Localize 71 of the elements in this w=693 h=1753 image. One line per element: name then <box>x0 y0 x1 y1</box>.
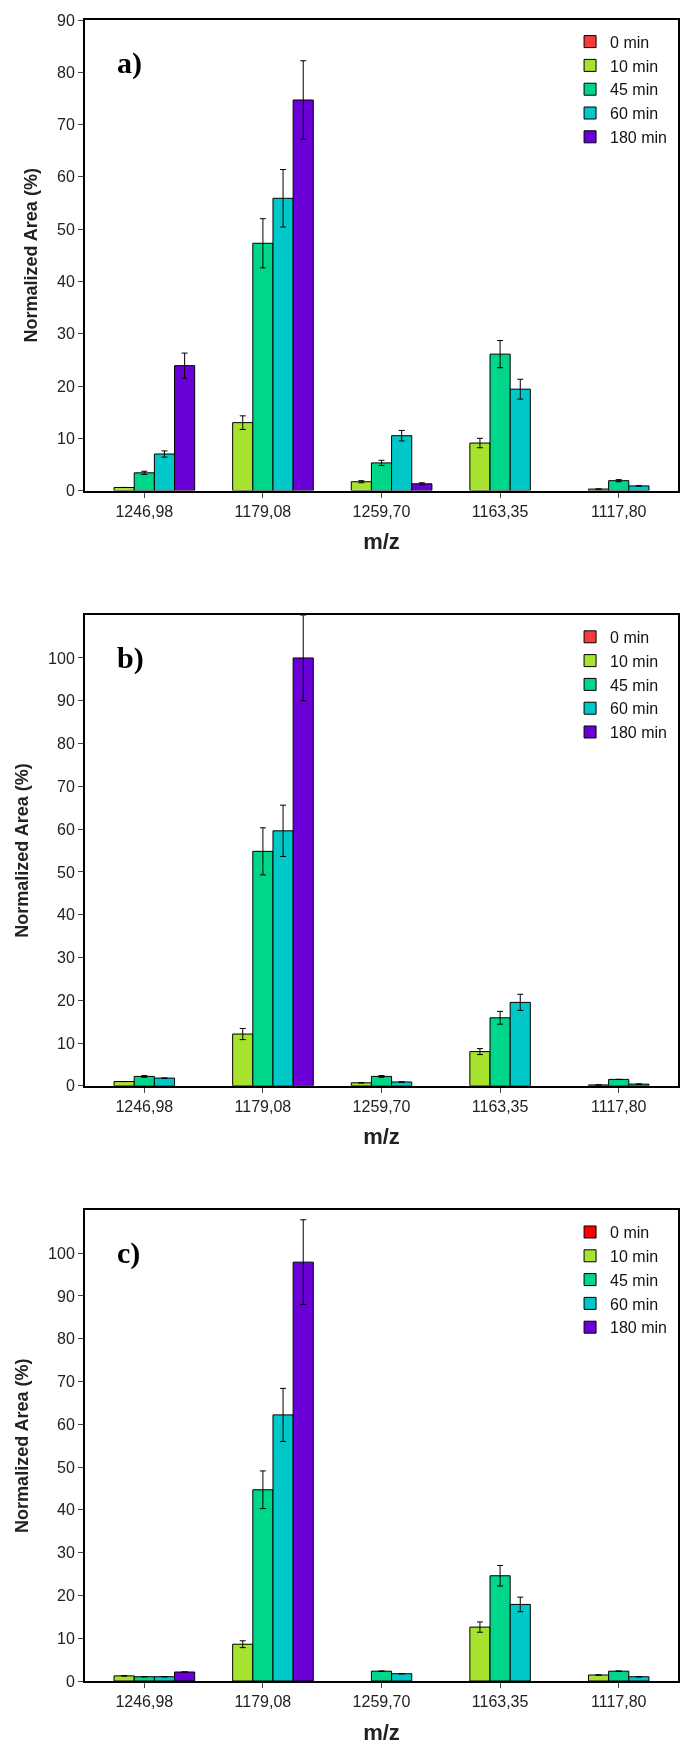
y-tick-label: 70 <box>57 1373 75 1391</box>
y-tick-label: 80 <box>57 1330 75 1348</box>
y-axis-title: Normalized Area (%) <box>20 168 41 343</box>
legend-label: 45 min <box>610 676 659 694</box>
y-tick-label: 20 <box>57 991 75 1009</box>
legend-label: 0 min <box>610 33 650 51</box>
legend-label: 180 min <box>610 1319 667 1337</box>
annotation: b) <box>117 641 144 675</box>
y-tick-label: 80 <box>57 735 75 753</box>
y-tick-label: 10 <box>57 1629 75 1647</box>
x-tick-label: 1259,70 <box>352 502 411 520</box>
y-tick-label: 70 <box>57 777 75 795</box>
annotation: a) <box>117 46 142 80</box>
y-tick-label: 80 <box>57 63 75 81</box>
y-axis-title: Normalized Area (%) <box>11 763 32 938</box>
y-tick-label: 100 <box>48 1244 75 1262</box>
y-tick-label: 0 <box>65 1672 75 1690</box>
y-tick-label: 0 <box>65 1077 75 1095</box>
x-tick-label: 1259,70 <box>352 1098 411 1116</box>
y-tick-label: 20 <box>57 377 75 395</box>
y-tick-label: 70 <box>57 116 75 134</box>
y-tick-label: 10 <box>57 429 75 447</box>
y-tick-label: 40 <box>57 273 75 291</box>
y-tick-label: 50 <box>57 863 75 881</box>
x-tick-label: 1163,35 <box>471 502 529 520</box>
y-tick-label: 50 <box>57 220 75 238</box>
legend-label: 180 min <box>610 724 667 742</box>
y-tick-label: 90 <box>57 11 75 29</box>
annotation: c) <box>117 1236 141 1270</box>
y-tick-label: 90 <box>57 692 75 710</box>
y-tick-label: 40 <box>57 906 75 924</box>
y-tick-label: 0 <box>65 482 75 500</box>
x-axis-title: m/z <box>363 1124 400 1150</box>
legend-label: 60 min <box>610 1295 659 1313</box>
x-axis-title: m/z <box>363 1719 400 1745</box>
legend-label: 0 min <box>610 629 650 647</box>
x-tick-label: 1117,80 <box>590 1693 647 1711</box>
y-tick-label: 20 <box>57 1587 75 1605</box>
y-tick-label: 30 <box>57 949 75 967</box>
x-axis-title: m/z <box>363 529 400 555</box>
y-tick-label: 30 <box>57 1544 75 1562</box>
x-tick-label: 1117,80 <box>590 502 647 520</box>
legend-label: 10 min <box>610 1248 659 1266</box>
legend-label: 60 min <box>610 105 659 123</box>
legend-label: 10 min <box>610 57 659 75</box>
y-tick-label: 40 <box>57 1501 75 1519</box>
x-tick-label: 1246,98 <box>115 1693 174 1711</box>
x-tick-label: 1246,98 <box>115 502 174 520</box>
legend-label: 0 min <box>610 1224 650 1242</box>
y-axis-title: Normalized Area (%) <box>11 1358 32 1533</box>
x-tick-label: 1179,08 <box>234 1098 292 1116</box>
legend-label: 10 min <box>610 652 659 670</box>
y-tick-label: 90 <box>57 1287 75 1305</box>
x-tick-label: 1163,35 <box>471 1098 529 1116</box>
y-tick-label: 100 <box>48 649 75 667</box>
y-tick-label: 50 <box>57 1458 75 1476</box>
legend-label: 60 min <box>610 700 659 718</box>
legend-label: 45 min <box>610 1271 659 1289</box>
legend-label: 180 min <box>610 129 667 147</box>
y-tick-label: 60 <box>57 820 75 838</box>
legend-label: 45 min <box>610 81 659 99</box>
x-tick-label: 1179,08 <box>234 502 292 520</box>
x-tick-label: 1117,80 <box>590 1098 647 1116</box>
y-tick-label: 30 <box>57 325 75 343</box>
x-tick-label: 1179,08 <box>234 1693 292 1711</box>
y-tick-label: 60 <box>57 1415 75 1433</box>
y-tick-label: 10 <box>57 1034 75 1052</box>
x-tick-label: 1163,35 <box>471 1693 529 1711</box>
x-tick-label: 1246,98 <box>115 1098 174 1116</box>
x-tick-label: 1259,70 <box>352 1693 411 1711</box>
y-tick-label: 60 <box>57 168 75 186</box>
